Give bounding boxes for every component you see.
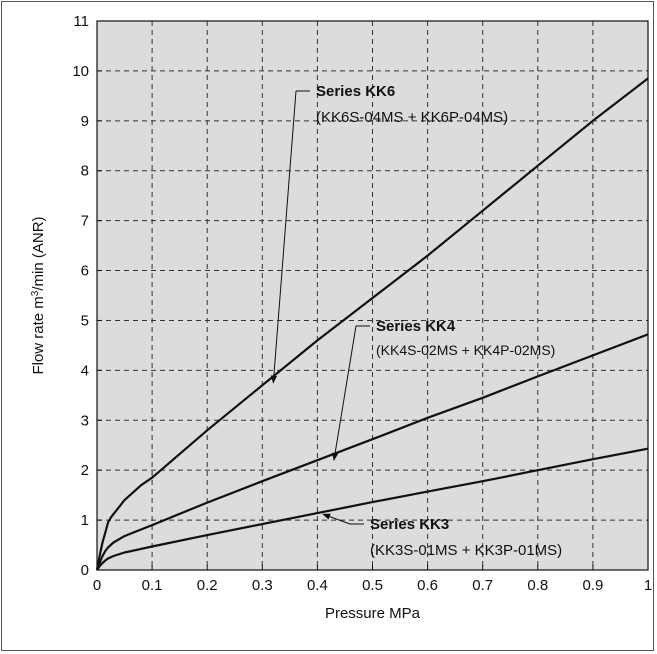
y-tick-label: 11	[73, 13, 89, 30]
annotation-kk6-title: Series KK6	[316, 83, 395, 100]
leader-arrow	[331, 325, 357, 461]
annotation-kk4-subtitle: (KK4S-02MS + KK4P-02MS)	[376, 342, 555, 358]
annotation-kk3-subtitle: (KK3S-01MS + KK3P-01MS)	[370, 542, 562, 559]
annotation-kk3-title: Series KK3	[370, 516, 449, 533]
annotation-kk6: Series KK6 (KK6S-04MS + KK6P-04MS)	[316, 83, 508, 126]
series-lines	[95, 77, 649, 571]
annotation-kk4: Series KK4 (KK4S-02MS + KK4P-02MS)	[376, 318, 555, 358]
y-tick-label: 10	[72, 63, 89, 80]
x-tick-label: 0.3	[252, 577, 273, 594]
annotation-leaders	[270, 90, 370, 525]
x-tick-label: 0.7	[472, 577, 493, 594]
y-tick-label: 2	[81, 462, 89, 479]
x-tick-label: 0.8	[527, 577, 548, 594]
x-tick-label: 0.4	[307, 577, 328, 594]
x-tick-label: 0.1	[142, 577, 163, 594]
y-axis-label-suffix: /min (ANR)	[30, 216, 47, 290]
series-line-series-kk3	[96, 447, 649, 571]
annotation-kk4-title: Series KK4	[376, 318, 456, 335]
leader-arrow	[270, 90, 297, 384]
y-tick-label: 9	[81, 113, 89, 130]
y-tick-label: 8	[81, 163, 89, 180]
x-tick-label: 0.5	[362, 577, 383, 594]
y-tick-label: 0	[81, 562, 89, 579]
axes	[96, 20, 649, 571]
annotation-kk3: Series KK3 (KK3S-01MS + KK3P-01MS)	[370, 516, 562, 559]
y-axis-label-sup: 3	[30, 290, 41, 296]
annotation-kk6-subtitle: (KK6S-04MS + KK6P-04MS)	[316, 109, 508, 126]
y-tick-label: 4	[81, 362, 89, 379]
y-tick-label: 6	[81, 263, 89, 280]
series-line-series-kk4	[95, 333, 649, 571]
y-tick-label: 7	[81, 213, 89, 230]
x-tick-label: 0.9	[582, 577, 603, 594]
x-tick-labels: 0 0.1 0.2 0.3 0.4 0.5 0.6 0.7 0.8 0.9 1	[93, 577, 652, 594]
y-tick-label: 1	[81, 512, 89, 529]
x-tick-label: 1	[644, 577, 652, 594]
x-tick-label: 0.6	[417, 577, 438, 594]
series-line-series-kk6	[95, 77, 649, 571]
y-tick-label: 5	[81, 312, 89, 329]
y-axis-label: Flow rate m3/min (ANR)	[30, 216, 48, 374]
x-tick-label: 0	[93, 577, 101, 594]
grid	[97, 21, 648, 570]
y-axis-label-prefix: Flow rate m	[30, 296, 47, 374]
leader-arrow	[322, 513, 351, 525]
x-tick-label: 0.2	[197, 577, 218, 594]
x-axis-label: Pressure MPa	[325, 605, 421, 622]
y-tick-label: 3	[81, 412, 89, 429]
y-tick-labels: 0 1 2 3 4 5 6 7 8 9 10 11	[72, 13, 89, 579]
